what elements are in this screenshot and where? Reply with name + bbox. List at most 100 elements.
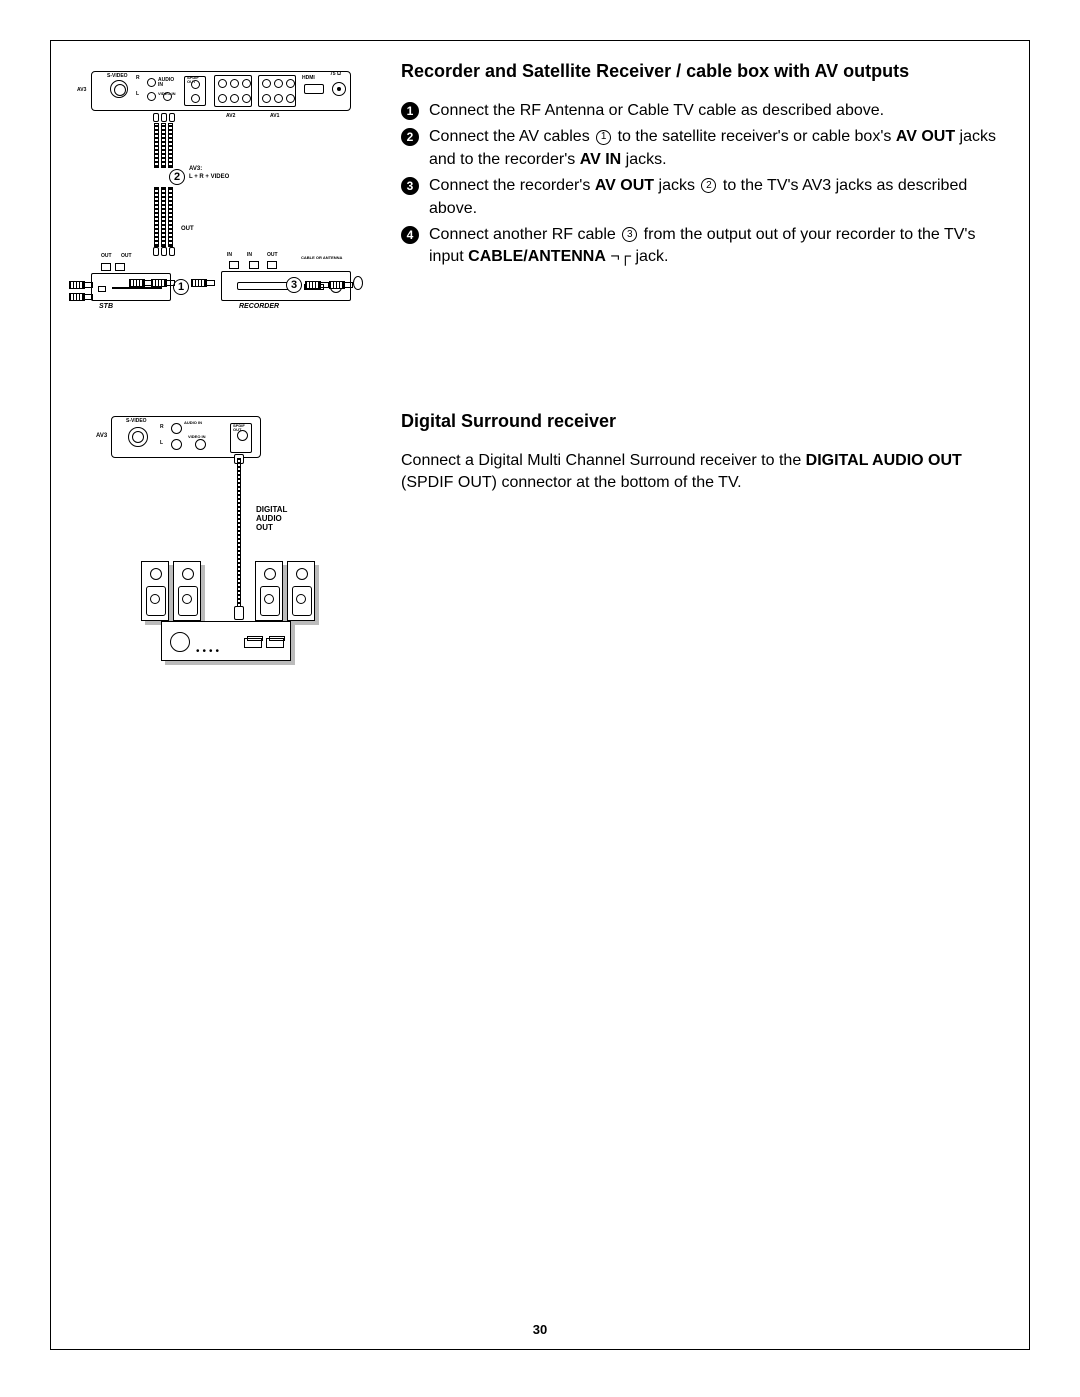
surround-receiver: ••••	[161, 621, 291, 661]
step-item: 3 Connect the recorder's AV OUT jacks 2 t…	[401, 175, 999, 220]
rca-l	[147, 92, 156, 101]
stb-label: STB	[99, 303, 113, 310]
rca-r-2	[171, 423, 182, 434]
section-1-text: Recorder and Satellite Receiver / cable …	[381, 61, 999, 321]
audioin-label-2: AUDIO IN	[184, 421, 202, 425]
section-1-steps: 1 Connect the RF Antenna or Cable TV cabl…	[401, 100, 999, 269]
out-label-1: OUT	[181, 226, 194, 232]
tv-rear-panel: AV3 S-VIDEO R AUDIO IN L VIDEO IN SPDIF …	[91, 71, 351, 111]
spdif-highlight: SPDIF OUT	[230, 423, 252, 453]
antenna-in-plug	[329, 279, 351, 289]
ref-circle-1: 1	[173, 279, 189, 295]
step-number-icon: 1	[401, 102, 419, 120]
spdif-port-2	[237, 430, 248, 441]
section-2-para: Connect a Digital Multi Channel Surround…	[401, 450, 999, 495]
speaker-right-1	[255, 561, 283, 621]
out-label-2: OUT	[101, 254, 112, 259]
step-text: Connect the AV cables 1 to the satellite…	[429, 126, 999, 171]
cable2-top-plugs	[153, 113, 175, 122]
av3-label-2: AV3	[96, 433, 107, 439]
svideo-port	[110, 80, 128, 98]
ohm-label: 75 Ω	[330, 72, 341, 77]
step-text: Connect another RF cable 3 from the outp…	[429, 224, 999, 269]
inline-ref-circle: 1	[596, 130, 611, 145]
connection-diagram-2: AV3 S-VIDEO R L AUDIO IN VIDEO IN SPDIF …	[101, 416, 341, 686]
cable1-plug-right	[191, 277, 213, 287]
out-label-4: OUT	[267, 253, 278, 258]
section-2: AV3 S-VIDEO R L AUDIO IN VIDEO IN SPDIF …	[81, 411, 999, 686]
videoin-label: VIDEO IN	[158, 92, 176, 96]
speaker-left-2	[173, 561, 201, 621]
stb-port	[101, 263, 111, 271]
cable-set-2-upper	[154, 123, 173, 168]
av2-label: AV2	[226, 114, 235, 119]
audio-ports: R AUDIO IN L VIDEO IN	[136, 78, 176, 104]
av1-label: AV1	[270, 114, 279, 119]
lrvideo-label: L + R + VIDEO	[189, 174, 229, 180]
stb-port	[115, 263, 125, 271]
spdif-port	[191, 80, 200, 89]
section-1: AV3 S-VIDEO R AUDIO IN L VIDEO IN SPDIF …	[81, 61, 999, 321]
coax-plug	[305, 279, 327, 289]
svideo-label: S-VIDEO	[107, 74, 128, 79]
rca-video-2	[195, 439, 206, 450]
diagram-1-column: AV3 S-VIDEO R AUDIO IN L VIDEO IN SPDIF …	[81, 61, 381, 321]
svideo-label-2: S-VIDEO	[126, 419, 147, 424]
rca-l-2	[171, 439, 182, 450]
av2-block	[214, 75, 252, 107]
antenna-port	[332, 82, 346, 96]
step-number-icon: 2	[401, 128, 419, 146]
r-label: R	[136, 76, 140, 81]
tv-rear-panel-2: AV3 S-VIDEO R L AUDIO IN VIDEO IN SPDIF …	[111, 416, 261, 458]
antenna-terminal	[353, 276, 363, 290]
diagram-2-column: AV3 S-VIDEO R L AUDIO IN VIDEO IN SPDIF …	[81, 411, 381, 686]
section-1-title: Recorder and Satellite Receiver / cable …	[401, 61, 999, 82]
section-2-text: Digital Surround receiver Connect a Digi…	[381, 411, 999, 686]
stb-av-plug	[69, 279, 91, 289]
ref-circle-2: 2	[169, 169, 185, 185]
speaker-right-2	[287, 561, 315, 621]
svideo-port-2	[128, 427, 148, 447]
video-port	[191, 94, 200, 103]
cable1-plug	[151, 277, 173, 287]
cable-ant-label: CABLE OR ANTENNA	[301, 256, 342, 260]
step-text: Connect the recorder's AV OUT jacks 2 to…	[429, 175, 999, 220]
step-item: 4 Connect another RF cable 3 from the out…	[401, 224, 999, 269]
page-number: 30	[51, 1322, 1029, 1337]
spdif-cable	[237, 458, 241, 613]
hdmi-port	[304, 84, 324, 94]
spdif-block: SPDIF OUT	[184, 76, 206, 106]
l-label: L	[136, 92, 139, 97]
inline-ref-circle: 2	[701, 178, 716, 193]
spdif-cable-plug-bot	[234, 606, 244, 620]
av3-label: AV3	[77, 88, 86, 93]
step-text: Connect the RF Antenna or Cable TV cable…	[429, 100, 999, 122]
section-2-title: Digital Surround receiver	[401, 411, 999, 432]
step-item: 1 Connect the RF Antenna or Cable TV cabl…	[401, 100, 999, 122]
step-item: 2 Connect the AV cables 1 to the satellit…	[401, 126, 999, 171]
rca-r	[147, 78, 156, 87]
step-number-icon: 4	[401, 226, 419, 244]
r-label-2: R	[160, 425, 164, 430]
recorder-label: RECORDER	[239, 303, 279, 310]
connection-diagram-1: AV3 S-VIDEO R AUDIO IN L VIDEO IN SPDIF …	[91, 71, 361, 321]
rec-in-port	[229, 261, 239, 269]
digital-audio-out-label: DIGITALAUDIOOUT	[256, 506, 287, 532]
cable-set-2-lower	[154, 187, 173, 247]
step-number-icon: 3	[401, 177, 419, 195]
speaker-left-1	[141, 561, 169, 621]
l-label-2: L	[160, 441, 163, 446]
in-label: IN	[227, 253, 232, 258]
page-frame: AV3 S-VIDEO R AUDIO IN L VIDEO IN SPDIF …	[50, 40, 1030, 1350]
out-label-3: OUT	[121, 254, 132, 259]
stb-av-plug	[69, 291, 91, 301]
rec-out-port1	[249, 261, 259, 269]
videoin-label-2: VIDEO IN	[188, 435, 206, 439]
av1-block	[258, 75, 296, 107]
av3-cable-label: AV3:	[189, 166, 202, 172]
cable1-plug	[129, 277, 151, 287]
cable2-bot-plugs	[153, 247, 175, 256]
ref-circle-3: 3	[286, 277, 302, 293]
audioin-label: AUDIO IN	[158, 78, 176, 88]
inline-ref-circle: 3	[622, 227, 637, 242]
